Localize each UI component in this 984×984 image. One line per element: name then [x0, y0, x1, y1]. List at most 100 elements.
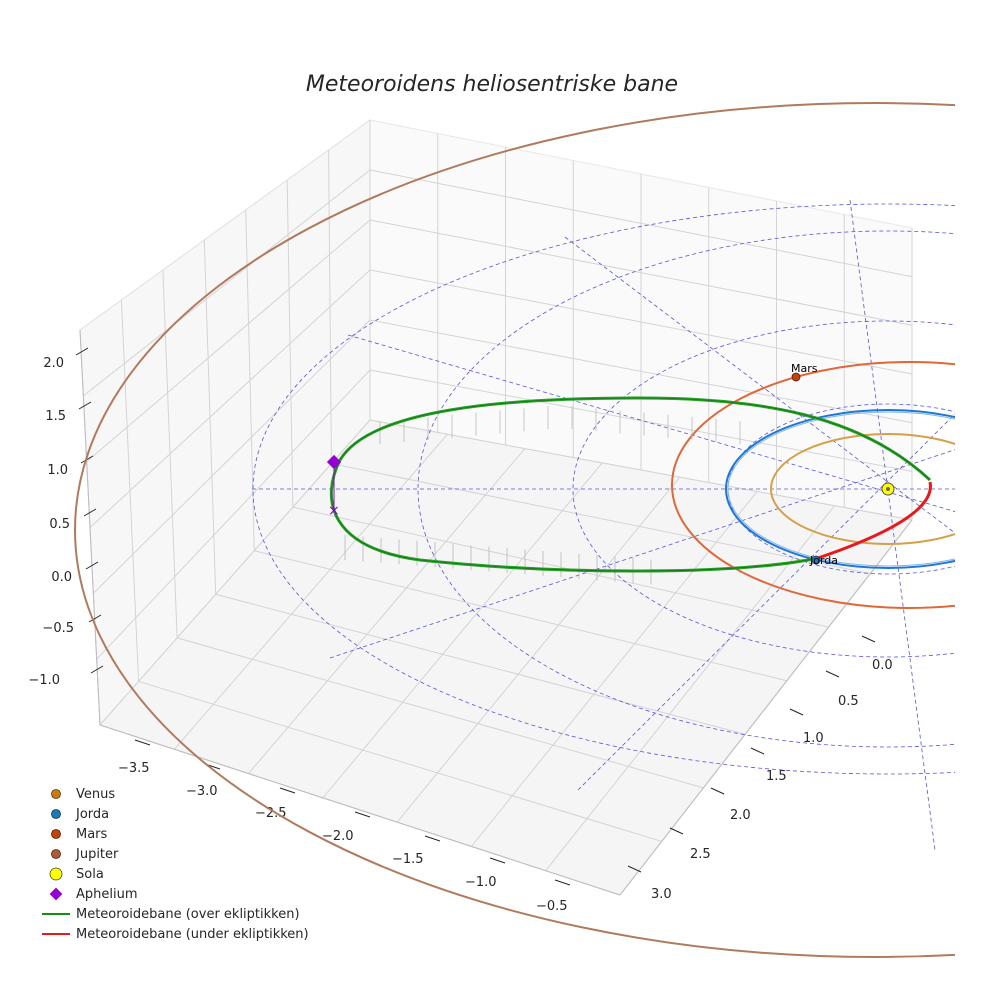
legend-label: Jorda	[76, 806, 110, 822]
ecliptic-ring	[417, 230, 955, 748]
sun-core	[886, 487, 890, 491]
ecliptic-spoke	[849, 199, 936, 851]
grid-line	[369, 419, 913, 521]
jupiter-orbit	[74, 102, 955, 958]
x-tick-label: −3.5	[118, 761, 150, 776]
plot-content: × Mars Jorda	[74, 102, 955, 958]
aphelion-projection-mark: ×	[328, 503, 340, 519]
z-tick-mark	[80, 455, 94, 464]
legend-item-sola: Sola	[36, 864, 309, 884]
legend-label: Jupiter	[76, 846, 119, 862]
grid-line	[177, 637, 704, 789]
y-tick-label: 1.5	[766, 769, 787, 784]
ecliptic-spoke	[577, 413, 955, 791]
grid-line	[173, 433, 448, 750]
x-tick-label: −0.5	[536, 899, 568, 914]
legend-item-mars: Mars	[36, 824, 309, 844]
grid-line	[331, 463, 871, 575]
y-tick-label: 0.0	[872, 658, 893, 673]
y-tick-mark	[861, 635, 876, 643]
axes-edges	[79, 329, 913, 896]
legend-label: Mars	[76, 826, 108, 842]
legend-item-jupiter: Jupiter	[36, 844, 309, 864]
grid-line	[369, 369, 913, 472]
x-tick-mark	[134, 739, 151, 746]
grid-line	[369, 219, 913, 326]
z-tick-label: 1.5	[45, 409, 66, 424]
jorda-orbit	[725, 409, 955, 569]
legend-label: Venus	[76, 786, 116, 802]
z-axis: −1.0 −0.5 0.0 0.5 1.0 1.5 2.0	[28, 347, 104, 688]
x-tick-label: −2.5	[255, 806, 287, 821]
z-tick-mark	[88, 614, 102, 623]
legend-label: Aphelium	[76, 886, 138, 902]
y-tick-mark	[669, 827, 684, 835]
grid-line	[396, 476, 681, 823]
legend-label: Meteoroidebane (over ekliptikken)	[76, 906, 300, 922]
z-tick-label: 2.0	[43, 356, 64, 371]
x-tick-mark	[354, 811, 371, 818]
x-tick-mark	[279, 787, 296, 794]
jorda-label: Jorda	[809, 554, 838, 567]
grid-line	[369, 319, 913, 424]
z-tick-mark	[90, 665, 104, 674]
ecliptic-grid	[252, 199, 955, 851]
x-axis: −3.5 −3.0 −2.5 −2.0 −1.5 −1.0 −0.5	[118, 739, 571, 914]
jupiter-legend-icon	[51, 849, 61, 859]
y-tick-label: 3.0	[651, 887, 672, 902]
y-tick-mark	[789, 708, 804, 716]
y-axis-edge	[619, 519, 913, 896]
legend-item-jorda: Jorda	[36, 804, 309, 824]
x-tick-label: −3.0	[186, 784, 218, 799]
x-tick-mark	[554, 879, 571, 886]
legend-item-venus: Venus	[36, 784, 309, 804]
legend-label: Meteoroidebane (under ekliptikken)	[76, 926, 309, 942]
meteoroid-orbit-below	[817, 481, 932, 560]
axis-panes	[79, 119, 913, 896]
y-tick-mark	[750, 747, 765, 755]
venus-orbit	[770, 433, 955, 545]
venus-legend-icon	[51, 789, 61, 799]
z-tick-label: 1.0	[47, 463, 68, 478]
mars-label: Mars	[791, 362, 818, 375]
y-axis: 0.0 0.5 1.0 1.5 2.0 2.5 3.0	[627, 635, 893, 902]
grid-line	[89, 269, 371, 528]
grid-line	[92, 319, 371, 594]
legend-item-aphelium: Aphelium	[36, 884, 309, 904]
y-tick-mark	[825, 670, 840, 678]
z-tick-mark	[85, 561, 99, 570]
z-tick-mark	[78, 401, 92, 410]
y-tick-mark	[710, 787, 725, 795]
grid-line	[369, 169, 913, 278]
y-tick-label: 0.5	[838, 694, 859, 709]
ecliptic-spoke	[329, 449, 955, 659]
z-tick-label: 0.5	[49, 517, 70, 532]
jorda-legend-icon	[51, 809, 61, 819]
z-tick-mark	[83, 508, 97, 517]
meteoroid-orbit-above-edge	[331, 397, 931, 572]
x-tick-label: −1.0	[465, 875, 497, 890]
x-tick-label: −1.5	[392, 852, 424, 867]
legend-item-orbit-below: Meteoroidebane (under ekliptikken)	[36, 924, 309, 944]
y-tick-label: 1.0	[803, 731, 824, 746]
z-tick-label: −1.0	[28, 673, 60, 688]
sun-legend-icon	[49, 867, 63, 881]
x-tick-mark	[424, 835, 441, 842]
z-tick-mark	[75, 347, 89, 356]
legend-label: Sola	[76, 866, 104, 882]
grid-line	[138, 680, 662, 842]
mars-orbit	[671, 361, 955, 609]
x-axis-edge	[99, 724, 621, 896]
y-tick-label: 2.0	[730, 808, 751, 823]
y-tick-label: 2.5	[690, 847, 711, 862]
diamond-legend-icon	[49, 887, 63, 901]
ecliptic-spoke	[564, 236, 955, 534]
ecliptic-spoke	[347, 334, 955, 512]
jorda-point	[811, 555, 821, 565]
x-tick-mark	[489, 857, 506, 864]
legend: Venus Jorda Mars Jupiter Sola Aphelium M…	[36, 784, 309, 944]
z-axis-edge	[79, 329, 101, 726]
y-tick-mark	[627, 865, 642, 873]
z-tick-label: 0.0	[51, 570, 72, 585]
